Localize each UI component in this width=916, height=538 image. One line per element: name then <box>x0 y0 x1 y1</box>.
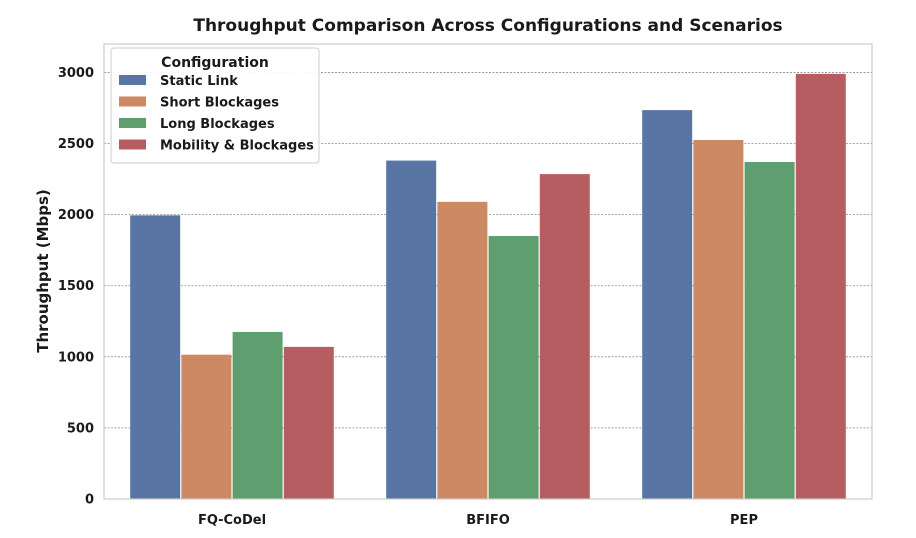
y-tick-labels: 0 500 1000 1500 2000 2500 3000 <box>58 66 94 508</box>
legend-title: Configuration <box>161 55 269 71</box>
bar <box>283 346 334 499</box>
legend-label: Long Blockages <box>160 117 275 132</box>
bar <box>386 160 437 499</box>
bar <box>744 162 795 499</box>
y-tick-label: 1000 <box>58 350 94 365</box>
legend-label: Static Link <box>160 74 238 89</box>
bar <box>795 73 846 499</box>
legend-box <box>110 47 320 164</box>
y-axis-label: Throughput (Mbps) <box>34 189 52 353</box>
bar <box>539 174 590 499</box>
bar <box>488 235 539 499</box>
legend-swatch <box>119 75 146 85</box>
legend-items: Static Link Short Blockages Long Blockages… <box>119 74 314 154</box>
x-tick-labels: FQ-CoDel BFIFO PEP <box>198 513 758 528</box>
y-tick-label: 1500 <box>58 279 94 294</box>
x-tick-label: BFIFO <box>466 513 510 528</box>
bar <box>130 215 181 499</box>
legend-label: Mobility & Blockages <box>160 139 314 154</box>
bars <box>130 73 846 499</box>
bar <box>693 139 744 499</box>
chart-title: Throughput Comparison Across Configurati… <box>193 16 782 36</box>
x-tick-label: PEP <box>730 513 758 528</box>
y-tick-label: 500 <box>67 421 94 436</box>
plot-frame <box>103 43 873 500</box>
y-tick-label: 2000 <box>58 208 94 223</box>
bar <box>642 110 693 499</box>
y-tick-label: 3000 <box>58 66 94 81</box>
y-tick-label: 2500 <box>58 137 94 152</box>
legend: Configuration Static Link Short Blockages… <box>110 47 320 164</box>
y-tick-label: 0 <box>85 493 94 508</box>
bar <box>232 331 283 499</box>
legend-swatch <box>119 96 146 107</box>
x-tick-label: FQ-CoDel <box>198 513 266 528</box>
legend-label: Short Blockages <box>160 96 279 111</box>
legend-swatch <box>119 139 146 150</box>
legend-swatch <box>119 118 146 128</box>
bar <box>437 201 488 499</box>
bar <box>181 354 232 499</box>
